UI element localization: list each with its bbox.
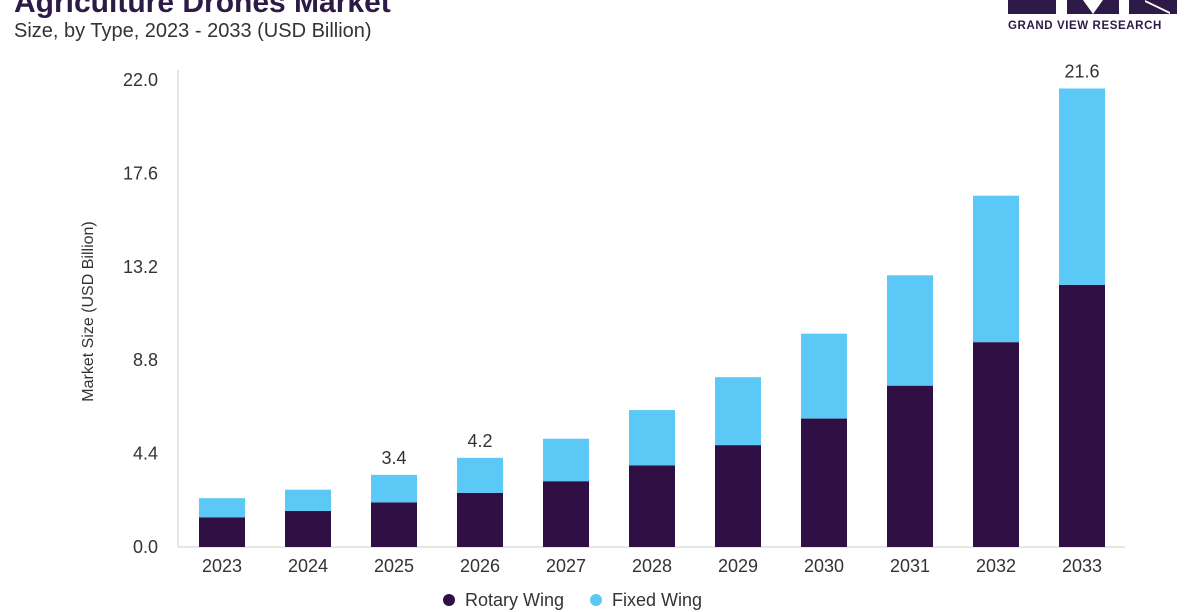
bar-fixed-wing-2033 — [1059, 88, 1105, 285]
legend-label-fixed-wing: Fixed Wing — [612, 589, 703, 610]
x-tick-label: 2025 — [374, 556, 414, 576]
x-tick-label: 2027 — [546, 556, 586, 576]
bar-fixed-wing-2030 — [801, 333, 847, 419]
x-tick-label: 2031 — [890, 556, 930, 576]
y-axis-title: Market Size (USD Billion) — [80, 221, 97, 401]
bar-total-label-2025: 3.4 — [381, 448, 406, 468]
bar-fixed-wing-2029 — [715, 377, 761, 446]
bar-rotary-wing-2023 — [199, 517, 245, 547]
legend-item-fixed-wing: Fixed Wing — [590, 590, 702, 611]
bar-rotary-wing-2029 — [715, 445, 761, 547]
bar-fixed-wing-2028 — [629, 410, 675, 466]
x-tick-label: 2030 — [804, 556, 844, 576]
bar-fixed-wing-2024 — [285, 489, 331, 511]
bar-rotary-wing-2026 — [457, 492, 503, 547]
y-tick-label: 4.4 — [133, 444, 158, 464]
y-tick-label: 22.0 — [123, 70, 158, 90]
logo-mark-icon — [1008, 0, 1177, 14]
bar-fixed-wing-2025 — [371, 474, 417, 503]
y-tick-label: 8.8 — [133, 350, 158, 370]
x-tick-label: 2032 — [976, 556, 1016, 576]
chart-legend: Rotary Wing Fixed Wing — [443, 588, 702, 612]
bar-rotary-wing-2031 — [887, 385, 933, 547]
bar-fixed-wing-2031 — [887, 275, 933, 386]
x-tick-label: 2028 — [632, 556, 672, 576]
bar-rotary-wing-2030 — [801, 418, 847, 547]
page-subtitle: Size, by Type, 2023 - 2033 (USD Billion) — [14, 20, 372, 42]
x-tick-label: 2024 — [288, 556, 328, 576]
bar-rotary-wing-2024 — [285, 510, 331, 547]
x-tick-label: 2026 — [460, 556, 500, 576]
bar-fixed-wing-2023 — [199, 498, 245, 518]
legend-item-rotary-wing: Rotary Wing — [443, 590, 564, 611]
bar-fixed-wing-2027 — [543, 438, 589, 482]
y-tick-label: 13.2 — [123, 257, 158, 277]
legend-swatch-fixed-wing — [590, 594, 603, 606]
x-tick-label: 2029 — [718, 556, 758, 576]
y-tick-label: 0.0 — [133, 537, 158, 557]
y-tick-label: 17.6 — [123, 163, 158, 183]
grand-view-research-logo: GRAND VIEW RESEARCH — [1005, 0, 1180, 36]
bar-total-label-2033: 21.6 — [1064, 61, 1099, 81]
x-tick-label: 2023 — [202, 556, 242, 576]
bar-rotary-wing-2033 — [1059, 284, 1105, 547]
bar-fixed-wing-2032 — [973, 195, 1019, 343]
logo-text: GRAND VIEW RESEARCH — [1008, 20, 1162, 32]
x-tick-label: 2033 — [1062, 556, 1102, 576]
bar-rotary-wing-2027 — [543, 481, 589, 547]
bar-rotary-wing-2032 — [973, 342, 1019, 547]
bar-total-label-2026: 4.2 — [467, 431, 492, 451]
page-title: Agriculture Drones Market — [14, 0, 391, 19]
bar-rotary-wing-2028 — [629, 465, 675, 547]
legend-label-rotary-wing: Rotary Wing — [465, 589, 565, 610]
legend-swatch-rotary-wing — [443, 594, 455, 606]
bar-rotary-wing-2025 — [371, 502, 417, 547]
bar-fixed-wing-2026 — [457, 457, 503, 493]
